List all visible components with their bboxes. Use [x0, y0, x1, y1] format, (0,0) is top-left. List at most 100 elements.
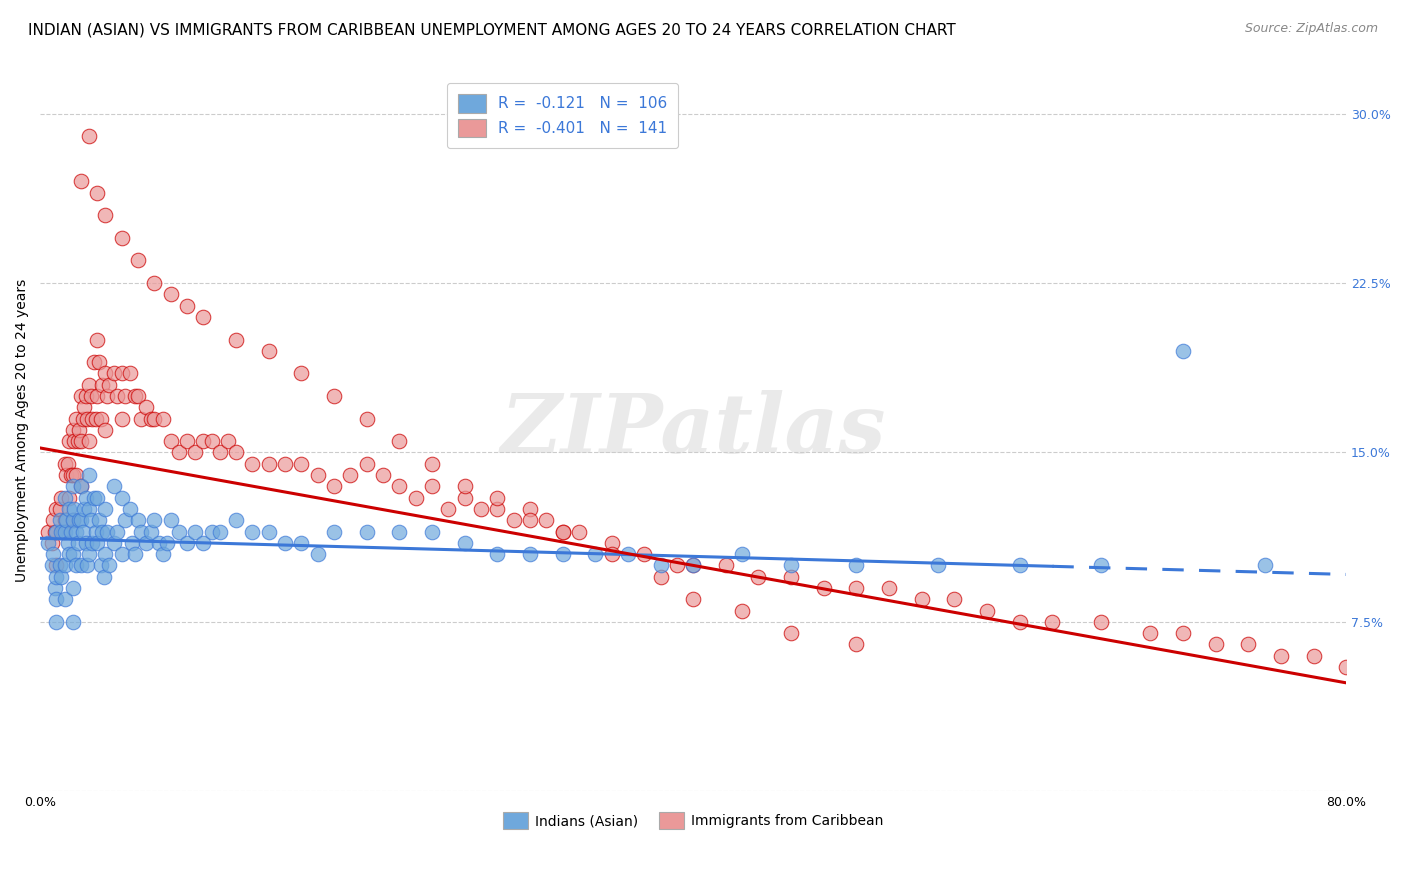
Point	[388, 434, 411, 449]
Point	[176, 299, 198, 313]
Point	[94, 547, 117, 561]
Point	[73, 502, 96, 516]
Point	[41, 536, 63, 550]
Point	[58, 434, 80, 449]
Point	[486, 547, 509, 561]
Point	[682, 592, 704, 607]
Point	[67, 513, 90, 527]
Point	[420, 524, 443, 539]
Point	[356, 457, 378, 471]
Point	[682, 558, 704, 573]
Point	[55, 468, 77, 483]
Point	[943, 592, 966, 607]
Point	[62, 581, 84, 595]
Point	[91, 377, 114, 392]
Point	[80, 389, 103, 403]
Point	[323, 389, 346, 403]
Point	[62, 513, 84, 527]
Point	[167, 445, 190, 459]
Point	[356, 524, 378, 539]
Point	[240, 457, 263, 471]
Point	[94, 502, 117, 516]
Point	[1270, 648, 1292, 663]
Point	[72, 524, 94, 539]
Point	[193, 536, 215, 550]
Point	[225, 333, 247, 347]
Point	[62, 513, 84, 527]
Point	[89, 411, 111, 425]
Point	[58, 502, 80, 516]
Point	[118, 367, 141, 381]
Point	[1237, 637, 1260, 651]
Point	[111, 367, 134, 381]
Point	[339, 468, 361, 483]
Legend: Indians (Asian), Immigrants from Caribbean: Indians (Asian), Immigrants from Caribbe…	[498, 807, 889, 835]
Point	[62, 547, 84, 561]
Point	[184, 445, 207, 459]
Point	[1400, 671, 1406, 685]
Point	[453, 479, 475, 493]
Point	[111, 231, 134, 245]
Point	[323, 524, 346, 539]
Point	[519, 547, 541, 561]
Point	[845, 637, 868, 651]
Point	[148, 536, 170, 550]
Point	[1008, 558, 1031, 573]
Point	[208, 524, 231, 539]
Point	[200, 434, 222, 449]
Point	[66, 434, 89, 449]
Text: Source: ZipAtlas.com: Source: ZipAtlas.com	[1244, 22, 1378, 36]
Point	[44, 524, 66, 539]
Point	[66, 536, 89, 550]
Point	[48, 513, 70, 527]
Point	[124, 547, 146, 561]
Y-axis label: Unemployment Among Ages 20 to 24 years: Unemployment Among Ages 20 to 24 years	[15, 278, 30, 582]
Point	[911, 592, 934, 607]
Point	[731, 604, 754, 618]
Text: ZIPatlas: ZIPatlas	[501, 390, 886, 470]
Point	[519, 513, 541, 527]
Point	[86, 186, 108, 200]
Point	[103, 367, 125, 381]
Point	[747, 570, 769, 584]
Point	[665, 558, 688, 573]
Point	[53, 592, 76, 607]
Point	[48, 502, 70, 516]
Point	[83, 355, 105, 369]
Point	[290, 536, 312, 550]
Point	[568, 524, 591, 539]
Point	[93, 570, 115, 584]
Point	[73, 401, 96, 415]
Point	[77, 129, 100, 144]
Point	[63, 434, 86, 449]
Point	[96, 389, 118, 403]
Point	[77, 468, 100, 483]
Point	[1008, 615, 1031, 629]
Point	[80, 513, 103, 527]
Point	[437, 502, 460, 516]
Point	[486, 491, 509, 505]
Point	[633, 547, 655, 561]
Point	[184, 524, 207, 539]
Point	[86, 333, 108, 347]
Point	[51, 524, 73, 539]
Point	[82, 536, 104, 550]
Point	[420, 457, 443, 471]
Point	[139, 524, 162, 539]
Point	[583, 547, 606, 561]
Point	[159, 513, 181, 527]
Point	[731, 547, 754, 561]
Point	[274, 536, 297, 550]
Point	[650, 558, 672, 573]
Point	[65, 468, 87, 483]
Point	[55, 513, 77, 527]
Point	[62, 479, 84, 493]
Point	[152, 547, 174, 561]
Point	[519, 502, 541, 516]
Point	[72, 411, 94, 425]
Point	[139, 411, 162, 425]
Point	[405, 491, 427, 505]
Point	[502, 513, 524, 527]
Point	[65, 411, 87, 425]
Point	[927, 558, 949, 573]
